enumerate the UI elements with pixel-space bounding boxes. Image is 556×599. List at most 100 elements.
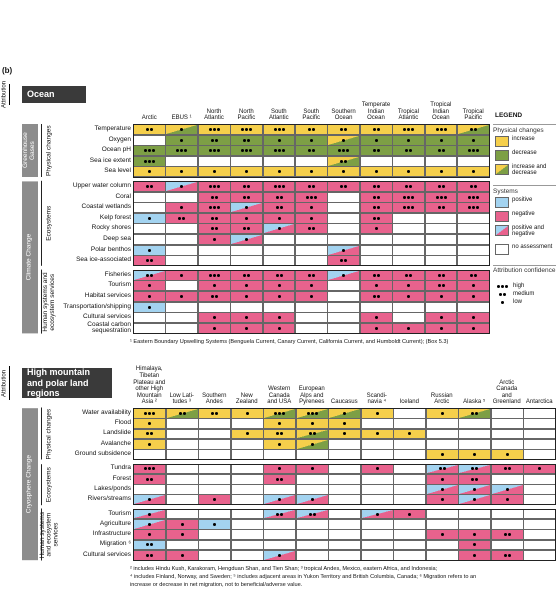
row-label: Upper water column [72,182,131,190]
column-header: Iceland [399,399,419,406]
cell [165,312,199,324]
cell [165,223,199,235]
column-header: Scandi- navia ⁴ [366,392,387,406]
cell [327,191,361,203]
cell [424,234,458,246]
cell [165,202,199,214]
column-header: Alaska ⁵ [463,399,486,406]
cell [327,280,361,292]
group-border [133,508,556,561]
legend-dots [494,291,510,298]
legend-label: negative [512,211,535,217]
section-title: High mountain and polar land regions [22,367,112,398]
row-label: Habitat services [84,292,131,300]
cell [424,134,458,146]
cell [262,202,296,214]
legend-label: medium [513,291,535,297]
band-label: Cryosphere Change [22,408,38,561]
cell [424,191,458,203]
cell [392,291,426,303]
legend-label: increase [512,136,535,142]
cell [392,212,426,224]
legend-swatch [495,211,509,222]
cell [230,223,264,235]
cell [424,301,458,313]
cell [165,291,199,303]
legend-label: decrease [512,150,537,156]
legend-label: positive [512,197,533,203]
row-label: Coastal wetlands [81,203,132,211]
footnote: ⁴ includes Finland, Norway, and Sweden; … [130,574,477,581]
legend-swatch [495,136,509,147]
group-border [133,181,490,267]
cell [424,212,458,224]
row-label: Kelp forest [99,213,131,221]
row-label: Deep sea [103,235,131,243]
column-header: Tropical Pacific [462,108,484,122]
group-border [133,124,490,178]
legend-label: no assessment [512,244,553,250]
row-label: Fisheries [104,270,131,278]
legend-label: low [513,299,523,305]
column-header: Antarctica [525,399,553,406]
legend-title: LEGEND [495,112,523,119]
cell [230,312,264,324]
cell [230,280,264,292]
cell [262,280,296,292]
legend-dots [494,283,510,290]
cell [392,155,426,167]
row-label: Tundra [110,464,131,472]
row-label: Transportation/shipping [63,302,131,310]
cell [327,223,361,235]
footnote: ² includes Hindu Kush, Karakoram, Hengdu… [130,566,438,573]
cell [424,280,458,292]
column-header: Southern Andes [202,392,227,406]
legend-heading: Attribution confidence [493,265,556,274]
cell [262,312,296,324]
cell [327,202,361,214]
column-header: Arctic Canada and Greenland [492,379,521,406]
column-header: Western Canada and USA [267,386,292,406]
cell [165,234,199,246]
legend-label: high [513,283,525,289]
row-label: Ground subsidence [74,450,131,458]
cell [262,155,296,167]
group-label: Ecosystems [41,463,58,505]
cell [262,244,296,256]
cell [327,291,361,303]
cell [392,234,426,246]
cell [230,301,264,313]
cell [327,134,361,146]
cell [165,145,199,157]
row-label: Temperature [94,125,132,133]
row-label: Forest [112,474,131,482]
band-label: Climate Change [22,181,38,334]
cell [424,202,458,214]
row-label: Rocky shores [91,224,131,232]
cell [165,280,199,292]
cell [165,191,199,203]
cell [327,155,361,167]
footnote: ¹ Eastern Boundary Upwelling Systems (Be… [130,339,449,346]
row-label: Ocean pH [101,146,131,154]
column-header: Southern Ocean [331,108,356,122]
legend-swatch [495,244,509,255]
column-header: EBUS ¹ [171,115,192,122]
row-label: Cultural services [82,550,131,558]
cell [424,312,458,324]
row-label: Migration ⁶ [99,540,131,548]
cell [392,145,426,157]
group-label: Physical changes [41,124,58,177]
cell [392,244,426,256]
row-label: Sea level [104,167,131,175]
cell [262,301,296,313]
cell [230,291,264,303]
cell [327,145,361,157]
panel-label: (b) [2,66,13,75]
cell [424,291,458,303]
group-border [133,463,556,506]
row-label: Coastal carbon sequestration [87,320,131,335]
legend-dots [494,299,510,306]
row-label: Polar benthos [90,245,131,253]
